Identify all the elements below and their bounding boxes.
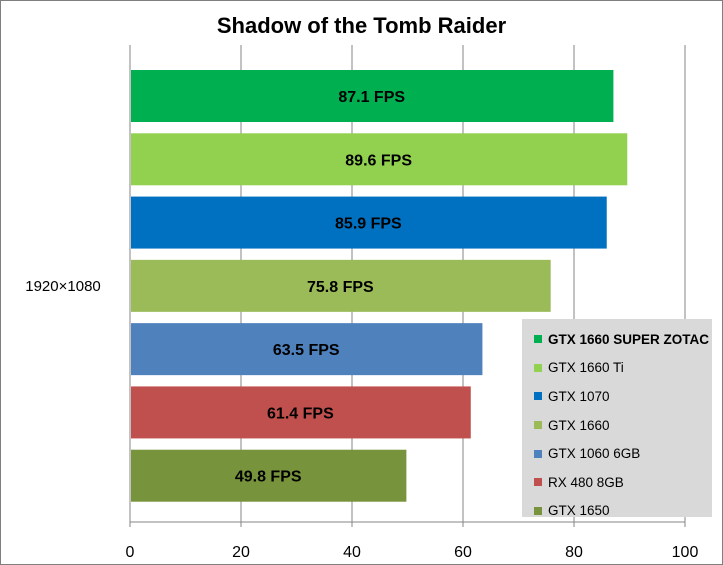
legend-swatch bbox=[534, 421, 542, 430]
legend-item: GTX 1660 bbox=[522, 411, 712, 440]
bar-data-label: 75.8 FPS bbox=[307, 279, 374, 296]
legend-label: GTX 1060 6GB bbox=[548, 446, 641, 462]
legend-swatch bbox=[534, 506, 542, 515]
legend-swatch bbox=[534, 478, 542, 487]
legend-item: GTX 1060 6GB bbox=[522, 439, 712, 468]
x-tick-label: 100 bbox=[672, 544, 699, 561]
legend-item: GTX 1070 bbox=[522, 382, 712, 411]
x-tick-label: 20 bbox=[232, 544, 250, 561]
x-tick-label: 40 bbox=[343, 544, 361, 561]
legend-label: GTX 1660 Ti bbox=[548, 360, 624, 376]
legend-swatch bbox=[534, 363, 542, 372]
bar-data-label: 61.4 FPS bbox=[267, 405, 334, 422]
bar bbox=[131, 386, 471, 439]
chart-title: Shadow of the Tomb Raider bbox=[216, 13, 507, 38]
legend-swatch bbox=[534, 392, 542, 401]
bar bbox=[131, 196, 607, 249]
bar bbox=[131, 70, 614, 122]
bar-data-label: 89.6 FPS bbox=[345, 152, 412, 169]
legend-item: GTX 1660 SUPER ZOTAC bbox=[522, 325, 712, 354]
x-tick-label: 60 bbox=[454, 544, 472, 561]
legend-label: GTX 1070 bbox=[548, 388, 610, 404]
bar-data-label: 63.5 FPS bbox=[273, 342, 340, 359]
x-tick-label: 0 bbox=[126, 544, 135, 561]
legend-item: GTX 1660 Ti bbox=[522, 354, 712, 383]
x-tick-label: 80 bbox=[565, 544, 583, 561]
bar-data-label: 49.8 FPS bbox=[235, 469, 302, 486]
bar-data-label: 87.1 FPS bbox=[338, 89, 405, 106]
legend-swatch bbox=[534, 335, 542, 344]
legend-label: GTX 1650 bbox=[548, 503, 610, 519]
bar bbox=[131, 449, 407, 502]
legend-label: GTX 1660 SUPER ZOTAC bbox=[548, 331, 710, 347]
legend-label: RX 480 8GB bbox=[548, 474, 624, 490]
legend-item: GTX 1650 bbox=[522, 497, 712, 526]
bar bbox=[131, 259, 551, 312]
bar-data-label: 85.9 FPS bbox=[335, 216, 402, 233]
legend-swatch bbox=[534, 449, 542, 458]
bar bbox=[131, 323, 483, 376]
category-label: 1920×1080 bbox=[25, 278, 101, 295]
legend: GTX 1660 SUPER ZOTAC GTX 1660 Ti GTX 1070 G… bbox=[522, 319, 712, 518]
legend-item: RX 480 8GB bbox=[522, 468, 712, 497]
legend-label: GTX 1660 bbox=[548, 417, 610, 433]
bar bbox=[131, 133, 628, 186]
